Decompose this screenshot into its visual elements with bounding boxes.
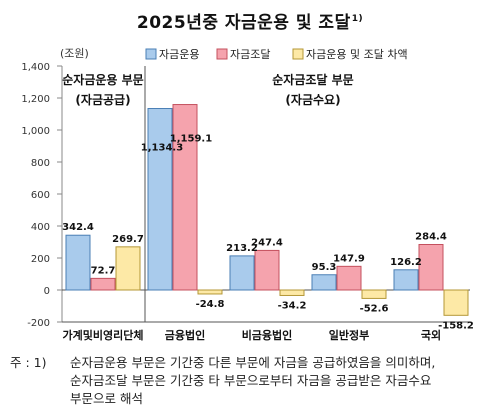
bar: [418, 243, 444, 291]
data-label: -24.8: [196, 299, 225, 310]
data-label: 1,134.3: [141, 142, 183, 153]
y-tick-label: -200: [27, 318, 50, 329]
bar: [172, 104, 198, 291]
data-label: -52.6: [360, 303, 389, 314]
bar: [279, 289, 305, 296]
bar: [311, 274, 337, 291]
data-label: 284.4: [415, 231, 447, 242]
legend-swatch-series-2: [216, 48, 228, 60]
data-label: 72.7: [91, 265, 116, 276]
legend: 자금운용 자금조달 자금운용 및 조달 차액: [145, 48, 408, 61]
chart: (조원) 자금운용 자금조달 자금운용 및 조달 차액 -200 0 200 400 6…: [21, 47, 474, 342]
data-label: 1,159.1: [170, 134, 212, 145]
bar: [90, 277, 116, 291]
data-label: 269.7: [112, 234, 144, 245]
bar: [254, 249, 280, 291]
bar: [361, 289, 387, 299]
data-label: 213.2: [226, 243, 258, 254]
footnote-line-1: 순자금운용 부문은 기간중 다른 부문에 자금을 공급하였음을 의미하며,: [70, 355, 436, 370]
y-tick-label: 1,400: [21, 62, 50, 73]
bar: [65, 234, 91, 291]
legend-swatch-series-1: [145, 48, 157, 60]
bar-labels: 342.4 72.7 269.7 1,134.31,159.1 -24.8 213.224…: [62, 134, 474, 332]
footnotes: 주 : 1) 순자금운용 부문은 기간중 다른 부문에 자금을 공급하였음을 의…: [10, 354, 496, 408]
bar: [393, 269, 419, 291]
data-label: -34.2: [278, 300, 307, 311]
legend-swatch-series-3: [292, 48, 304, 60]
y-tick-label: 400: [31, 222, 50, 233]
bar: [147, 108, 173, 291]
x-axis-labels: 가계및비영리단체 금융법인 비금융법인 일반정부 국외: [63, 328, 442, 342]
footnote-line-3: 부문으로 해석: [70, 391, 143, 406]
x-category-label: 비금융법인: [242, 328, 293, 342]
unit-label: (조원): [60, 47, 89, 60]
x-category-label: 금융법인: [165, 328, 205, 342]
y-tick-label: 800: [31, 158, 50, 169]
data-label: 95.3: [312, 262, 337, 273]
chart-title: 2025년중 자금운용 및 조달1): [0, 8, 500, 33]
data-label: -158.2: [438, 320, 474, 331]
bar: [229, 255, 255, 291]
section-left-caption: 순자금운용 부문 (자금공급): [62, 72, 143, 107]
section-left-line1: 순자금운용 부문: [62, 72, 143, 87]
bar: [197, 289, 223, 295]
y-tick-label: 600: [31, 190, 50, 201]
y-axis: -200 0 200 400 600 800 1,000 1,200 1,400: [21, 62, 63, 329]
x-category-label: 가계및비영리단체: [63, 328, 144, 342]
bar: [443, 289, 469, 316]
section-right-caption: 순자금조달 부문 (자금수요): [272, 72, 353, 107]
data-label: 126.2: [390, 257, 422, 268]
data-label: 147.9: [333, 253, 365, 264]
bar: [115, 246, 141, 291]
title-footnote-mark: 1): [351, 14, 364, 24]
footnote-line-2: 순자금조달 부문은 기간중 타 부문으로부터 자금을 공급받은 자금수요: [70, 373, 432, 388]
data-label: 247.4: [251, 237, 283, 248]
bar: [336, 265, 362, 291]
y-tick-label: 0: [44, 286, 50, 297]
y-tick-label: 1,200: [21, 94, 50, 105]
legend-label-series-1: 자금운용: [159, 48, 199, 61]
data-label: 342.4: [62, 222, 94, 233]
legend-label-series-2: 자금조달: [230, 48, 270, 61]
section-right-line2: (자금수요): [285, 92, 340, 107]
bars: [65, 104, 469, 316]
x-category-label: 일반정부: [329, 328, 369, 342]
title-text: 2025년중 자금운용 및 조달: [136, 13, 351, 33]
y-tick-label: 200: [31, 254, 50, 265]
section-right-line1: 순자금조달 부문: [272, 72, 353, 87]
x-category-label: 국외: [421, 328, 441, 342]
footnote-prefix: 주 : 1): [10, 355, 47, 370]
section-left-line2: (자금공급): [75, 92, 130, 107]
legend-label-series-3: 자금운용 및 조달 차액: [306, 48, 408, 61]
y-tick-label: 1,000: [21, 126, 50, 137]
